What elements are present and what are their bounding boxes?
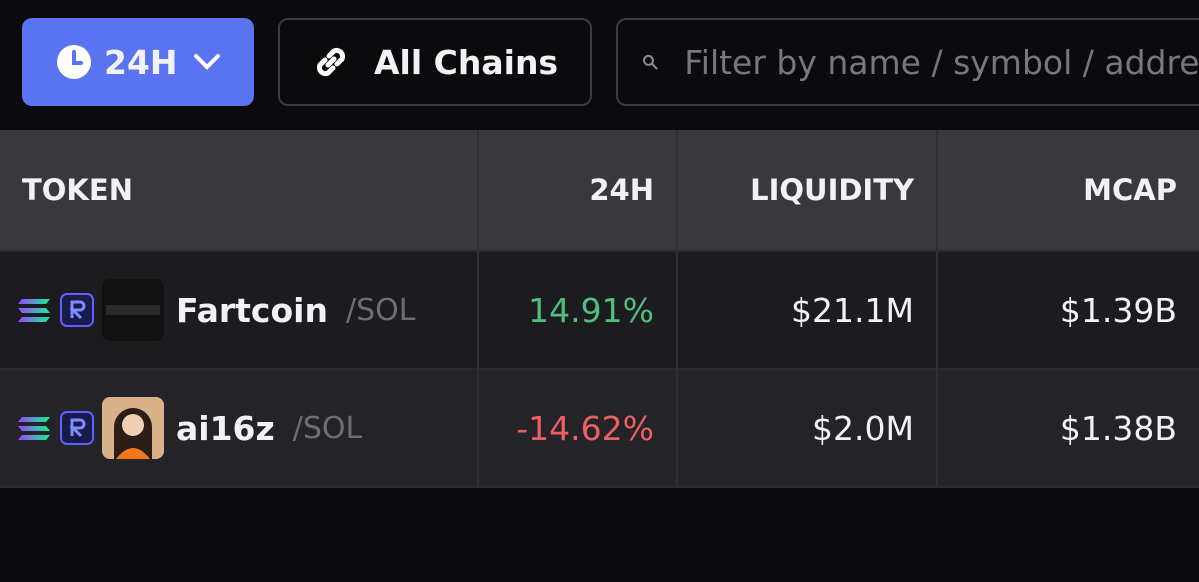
token-quote: /SOL [292,410,363,446]
column-header: MCAP [937,130,1199,251]
link-icon [316,47,346,77]
mcap-cell: $1.39B [937,250,1199,369]
solana-icon [18,299,50,322]
token-cell: ai16z/SOL [0,368,479,488]
clock-icon [57,45,91,79]
liquidity-cell: $2.0M [677,368,938,488]
search-input[interactable]: Filter by name / symbol / address [616,18,1199,106]
token-name: Fartcoin [176,290,328,330]
change-cell: 14.91% [478,250,678,369]
raydium-icon [60,293,94,327]
time-filter-button[interactable]: 24H [22,18,254,106]
token-cell: Fartcoin/SOL [0,250,479,369]
token-quote: /SOL [345,292,416,328]
toolbar: 24H All Chains Filter by name / symbol /… [0,0,1199,130]
search-placeholder: Filter by name / symbol / address [684,42,1199,82]
liquidity-cell: $21.1M [677,250,938,369]
token-logo [102,397,164,459]
token-table: TOKEN 24H LIQUIDITY MCAP Fartcoin/SOL 14.91%… [0,130,1199,488]
raydium-icon [60,411,94,445]
chain-filter-button[interactable]: All Chains [278,18,592,106]
token-name: ai16z [176,408,275,448]
column-header: 24H [478,130,678,251]
token-row[interactable]: Fartcoin/SOL 14.91% $21.1M $1.39B [0,250,1199,369]
mcap-cell: $1.38B [937,368,1199,488]
token-info: ai16z/SOL [16,397,455,459]
token-logo [102,279,164,341]
column-header: TOKEN [0,130,479,251]
token-info: Fartcoin/SOL [16,279,455,341]
token-row[interactable]: ai16z/SOL -14.62% $2.0M $1.38B [0,368,1199,488]
header-row: TOKEN 24H LIQUIDITY MCAP [0,130,1199,251]
chain-filter-label: All Chains [374,42,559,82]
chevron-icon [193,54,220,70]
search-icon [643,54,658,70]
time-filter-label: 24H [104,42,178,82]
change-cell: -14.62% [478,368,678,488]
solana-icon [18,417,50,440]
column-header: LIQUIDITY [677,130,938,251]
